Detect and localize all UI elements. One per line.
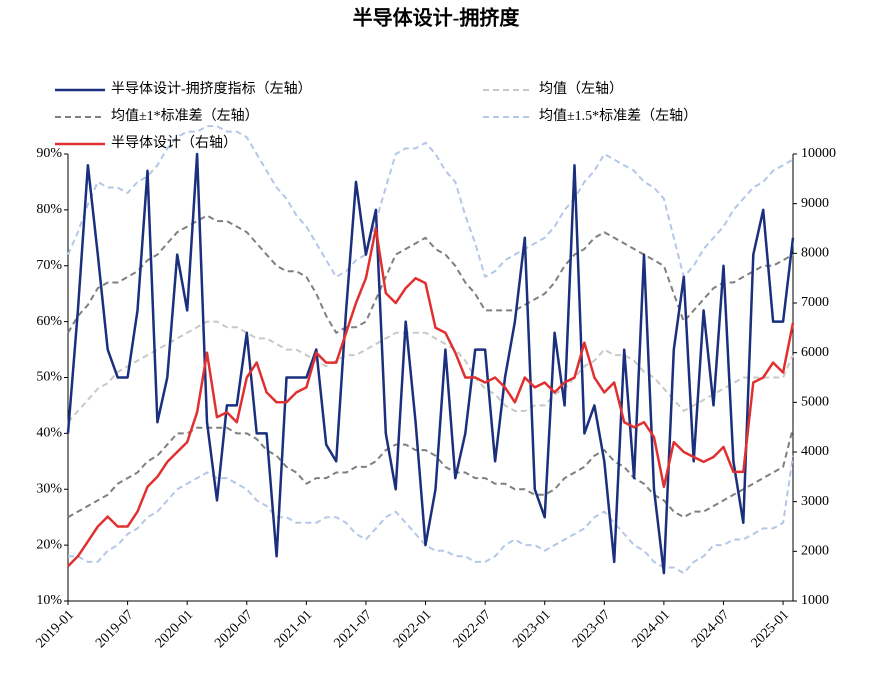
x-tick-label: 2020-01 — [153, 607, 197, 651]
y2-tick-label: 2000 — [801, 544, 829, 559]
y2-tick-label: 9000 — [801, 196, 829, 211]
y-tick-label: 20% — [36, 537, 62, 552]
x-tick-label: 2022-07 — [451, 607, 495, 651]
x-tick-label: 2021-07 — [331, 607, 375, 651]
x-tick-label: 2024-07 — [689, 607, 733, 651]
y-tick-label: 70% — [36, 258, 62, 273]
x-tick-label: 2023-07 — [570, 607, 614, 651]
series-line — [66, 152, 795, 575]
x-tick-label: 2019-07 — [93, 607, 137, 651]
x-tick-label: 2022-01 — [391, 607, 435, 651]
y2-tick-label: 8000 — [801, 246, 829, 261]
y-tick-label: 60% — [36, 314, 62, 329]
series-line — [67, 125, 794, 278]
y2-tick-label: 4000 — [801, 444, 829, 459]
y-tick-label: 80% — [36, 202, 62, 217]
y-tick-label: 90% — [36, 146, 62, 161]
y-tick-label: 40% — [36, 426, 62, 441]
y-tick-label: 10% — [36, 593, 62, 608]
x-tick-label: 2023-01 — [510, 607, 554, 651]
legend-label: 均值±1*标准差（左轴） — [111, 108, 259, 124]
x-tick-label: 2024-01 — [629, 607, 673, 651]
x-tick-label: 2021-01 — [272, 607, 316, 651]
series-line — [68, 455, 794, 575]
y2-tick-label: 7000 — [801, 295, 829, 310]
y2-tick-label: 10000 — [801, 146, 836, 161]
y2-tick-label: 5000 — [801, 395, 829, 410]
y2-tick-label: 6000 — [801, 345, 829, 360]
legend-label: 均值±1.5*标准差（左轴） — [539, 108, 697, 124]
y-tick-label: 30% — [36, 481, 62, 496]
series-line — [67, 227, 795, 568]
series-line — [67, 426, 794, 519]
series-line — [67, 214, 794, 334]
y2-tick-label: 1000 — [801, 593, 829, 608]
series-line — [67, 320, 794, 423]
legend-label: 均值（左轴） — [539, 81, 623, 97]
x-tick-label: 2020-07 — [212, 607, 256, 651]
y-tick-label: 50% — [36, 370, 62, 385]
y2-tick-label: 3000 — [801, 494, 829, 509]
legend-label: 半导体设计-拥挤度指标（左轴） — [111, 81, 312, 97]
chart-title: 半导体设计-拥挤度 — [353, 6, 521, 30]
legend-label: 半导体设计（右轴） — [111, 135, 237, 151]
x-tick-label: 2025-01 — [749, 607, 793, 651]
x-tick-label: 2019-01 — [33, 607, 77, 651]
